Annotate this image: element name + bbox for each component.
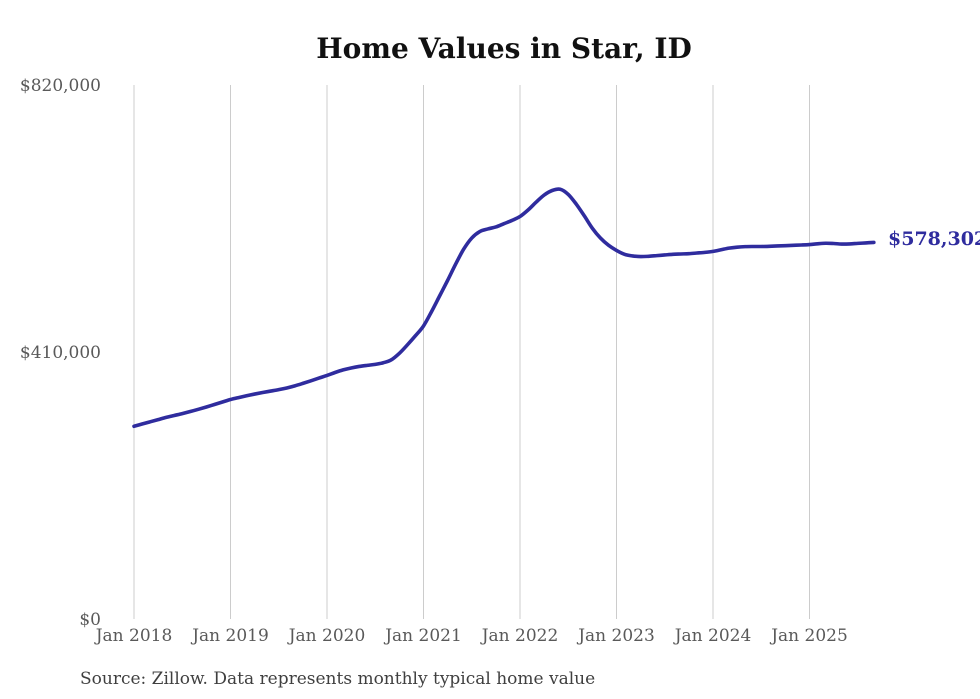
x-tick-label-jan-2021: Jan 2021 (383, 626, 462, 646)
home-value-line (132, 187, 876, 429)
x-axis-tick-labels: Jan 2018 Jan 2019 Jan 2020 Jan 2021 Jan 2022… (94, 626, 848, 646)
x-tick-label-jan-2020: Jan 2020 (287, 626, 366, 646)
latest-value-label: $578,302 (888, 228, 980, 250)
x-tick-label-jan-2019: Jan 2019 (190, 626, 269, 646)
x-tick-label-jan-2025: Jan 2025 (769, 626, 848, 646)
year-gridlines (133, 85, 810, 619)
x-tick-label-jan-2022: Jan 2022 (480, 626, 559, 646)
x-tick-label-jan-2023: Jan 2023 (576, 626, 655, 646)
y-tick-label-820000: $820,000 (20, 76, 101, 96)
chart-title: Home Values in Star, ID (316, 32, 692, 65)
y-axis-tick-labels: $820,000 $410,000 $0 (20, 76, 101, 630)
y-tick-label-0: $0 (79, 610, 101, 630)
source-note: Source: Zillow. Data represents monthly … (80, 669, 595, 689)
x-tick-label-jan-2018: Jan 2018 (94, 626, 173, 646)
x-tick-label-jan-2024: Jan 2024 (673, 626, 752, 646)
y-tick-label-410000: $410,000 (20, 343, 101, 363)
